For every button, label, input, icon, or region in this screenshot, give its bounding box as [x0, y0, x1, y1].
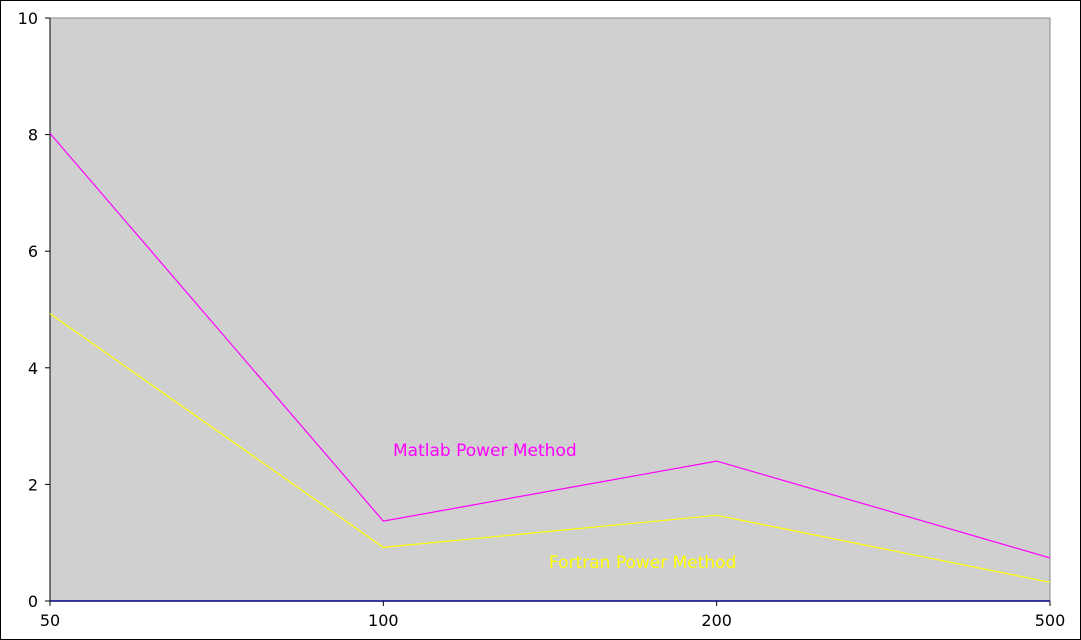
series-line-1	[49, 313, 1051, 583]
y-tick-label: 0	[28, 592, 38, 611]
y-axis: 0 2 4 6 8 10	[18, 9, 50, 611]
series-label-matlab: Matlab Power Method	[393, 441, 577, 461]
x-axis: 50 100 200 500	[40, 601, 1065, 630]
x-tick-label: 500	[1035, 611, 1066, 630]
y-tick-label: 8	[28, 126, 38, 145]
x-tick-label: 100	[368, 611, 399, 630]
series-line-0	[49, 133, 1051, 559]
x-tick-label: 50	[40, 611, 60, 630]
series-label-fortran: Fortran Power Method	[549, 553, 736, 573]
y-tick-label: 10	[18, 9, 38, 28]
x-tick-label: 200	[701, 611, 732, 630]
y-tick-label: 2	[28, 475, 38, 494]
plot-area	[49, 17, 1051, 602]
y-tick-label: 6	[28, 242, 38, 261]
y-tick-label: 4	[28, 359, 38, 378]
series-group	[49, 133, 1051, 583]
